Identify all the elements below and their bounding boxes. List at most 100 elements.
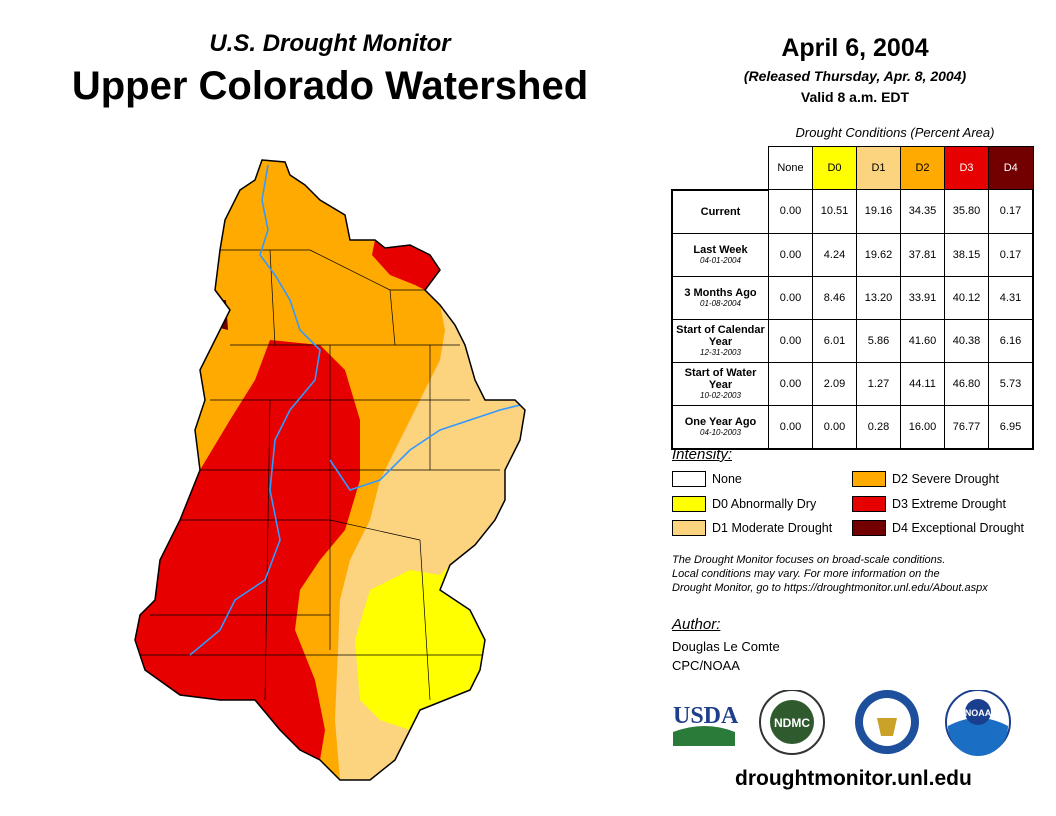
cell-value: 34.35 <box>900 189 945 234</box>
legend-swatch <box>672 471 706 487</box>
cell-value: 41.60 <box>900 318 945 363</box>
row-title: Current <box>700 205 741 218</box>
legend-label: D3 Extreme Drought <box>892 497 1006 511</box>
cell-value: 40.38 <box>944 318 989 363</box>
col-d2: D2 <box>900 146 945 190</box>
col-d4: D4 <box>988 146 1034 190</box>
commerce-seal-logo <box>855 690 919 754</box>
row-title: 3 Months Ago <box>684 287 757 299</box>
table-caption: Drought Conditions (Percent Area) <box>795 125 995 140</box>
table-row: Start of Calendar Year 12-31-2003 0.00 6.01… <box>671 318 1034 363</box>
legend-item: D0 Abnormally Dry <box>672 496 816 512</box>
website-link[interactable]: droughtmonitor.unl.edu <box>735 767 972 790</box>
note-line: Local conditions may vary. For more info… <box>672 568 940 580</box>
note-line: Drought Monitor, go to https://droughtmo… <box>672 582 988 594</box>
col-none: None <box>768 146 813 190</box>
cell-value: 44.11 <box>900 361 945 406</box>
legend-swatch <box>852 471 886 487</box>
d3-region-north <box>372 240 440 290</box>
cell-value: 6.01 <box>812 318 857 363</box>
cell-value: 2.09 <box>812 361 857 406</box>
row-title: One Year Ago <box>684 416 757 428</box>
row-date: 12-31-2003 <box>700 348 741 357</box>
cell-value: 0.28 <box>856 404 901 450</box>
author-info: Douglas Le Comte CPC/NOAA <box>672 637 780 675</box>
legend-item: D4 Exceptional Drought <box>852 520 1024 536</box>
legend-swatch <box>672 520 706 536</box>
col-d0: D0 <box>812 146 857 190</box>
table-row: One Year Ago 04-10-2003 0.00 0.00 0.28 16.00 7… <box>671 404 1034 450</box>
cell-value: 6.16 <box>988 318 1034 363</box>
cell-value: 0.00 <box>812 404 857 450</box>
col-d3: D3 <box>944 146 989 190</box>
cell-value: 0.17 <box>988 232 1034 277</box>
svg-text:USDA: USDA <box>673 703 739 729</box>
cell-value: 5.86 <box>856 318 901 363</box>
cell-value: 8.46 <box>812 275 857 320</box>
legend-swatch <box>852 520 886 536</box>
d0-region <box>355 565 485 730</box>
cell-value: 13.20 <box>856 275 901 320</box>
cell-value: 0.17 <box>988 189 1034 234</box>
usda-logo: USDA <box>673 703 739 746</box>
row-label: Start of Calendar Year 12-31-2003 <box>671 318 769 363</box>
cell-value: 0.00 <box>768 318 813 363</box>
cell-value: 10.51 <box>812 189 857 234</box>
cell-value: 33.91 <box>900 275 945 320</box>
author-org: CPC/NOAA <box>672 658 740 673</box>
county-boundaries <box>140 249 500 701</box>
row-label: One Year Ago 04-10-2003 <box>671 404 769 450</box>
cell-value: 5.73 <box>988 361 1034 406</box>
cell-value: 0.00 <box>768 275 813 320</box>
svg-text:NOAA: NOAA <box>965 708 992 718</box>
table-row: Start of Water Year 10-02-2003 0.00 2.09 1.2… <box>671 361 1034 406</box>
table-row: Current 0.00 10.51 19.16 34.35 35.80 0.17 <box>671 189 1034 234</box>
cell-value: 46.80 <box>944 361 989 406</box>
row-date: 10-02-2003 <box>700 391 741 400</box>
cell-value: 0.00 <box>768 189 813 234</box>
valid-time: Valid 8 a.m. EDT <box>800 89 910 105</box>
row-label: 3 Months Ago 01-08-2004 <box>671 275 769 320</box>
disclaimer-note: The Drought Monitor focuses on broad-sca… <box>672 553 1052 595</box>
row-title: Start of Calendar Year <box>676 324 765 348</box>
legend-label: D4 Exceptional Drought <box>892 521 1025 535</box>
cell-value: 38.15 <box>944 232 989 277</box>
ndmc-logo: NDMC <box>759 690 825 755</box>
legend-swatch <box>672 496 706 512</box>
row-label: Last Week 04-01-2004 <box>671 232 769 277</box>
legend-label: D1 Moderate Drought <box>712 521 833 535</box>
cell-value: 4.31 <box>988 275 1034 320</box>
col-d1: D1 <box>856 146 901 190</box>
cell-value: 35.80 <box>944 189 989 234</box>
legend-item: D2 Severe Drought <box>852 471 999 487</box>
row-date: 01-08-2004 <box>700 299 741 308</box>
row-label: Current <box>671 189 769 234</box>
cell-value: 76.77 <box>944 404 989 450</box>
noaa-logo: NOAA <box>945 690 1011 756</box>
row-label: Start of Water Year 10-02-2003 <box>671 361 769 406</box>
legend-item: D3 Extreme Drought <box>852 496 1006 512</box>
author-name: Douglas Le Comte <box>672 639 780 654</box>
cell-value: 40.12 <box>944 275 989 320</box>
row-title: Start of Water Year <box>684 367 757 391</box>
legend-item: None <box>672 471 742 487</box>
cell-value: 0.00 <box>768 361 813 406</box>
legend-label: None <box>712 472 742 486</box>
drought-map <box>134 159 526 781</box>
row-date: 04-01-2004 <box>700 256 741 265</box>
agency-logos: USDA NDMC NOAA <box>673 690 1011 756</box>
cell-value: 1.27 <box>856 361 901 406</box>
legend-swatch <box>852 496 886 512</box>
subtitle: U.S. Drought Monitor <box>209 30 451 57</box>
table-row: Last Week 04-01-2004 0.00 4.24 19.62 37.81 38.… <box>671 232 1034 277</box>
legend-item: D1 Moderate Drought <box>672 520 832 536</box>
legend-label: D2 Severe Drought <box>892 472 1000 486</box>
svg-text:NDMC: NDMC <box>774 716 810 730</box>
cell-value: 16.00 <box>900 404 945 450</box>
release-date: (Released Thursday, Apr. 8, 2004) <box>743 68 967 84</box>
author-heading: Author: <box>672 616 721 633</box>
cell-value: 0.00 <box>768 232 813 277</box>
row-date: 04-10-2003 <box>700 428 741 437</box>
table-row: 3 Months Ago 01-08-2004 0.00 8.46 13.20 33.91… <box>671 275 1034 320</box>
drought-conditions-table: None D0 D1 D2 D3 D4 Current 0.00 10.51 19.1… <box>671 146 1034 450</box>
